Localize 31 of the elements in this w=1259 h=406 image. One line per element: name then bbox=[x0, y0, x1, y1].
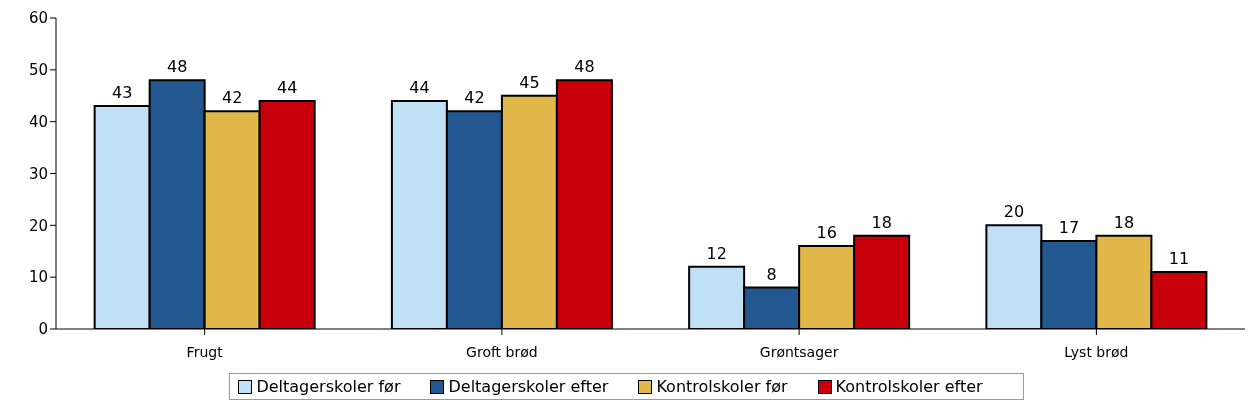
data-label: 44 bbox=[409, 77, 430, 97]
x-tick-label: Grøntsager bbox=[759, 343, 839, 360]
data-label: 42 bbox=[221, 88, 243, 108]
data-label: 48 bbox=[574, 57, 595, 77]
legend-label: Deltagerskoler før bbox=[255, 377, 401, 396]
y-tick-label: 20 bbox=[28, 216, 48, 235]
data-label: 8 bbox=[766, 264, 777, 284]
y-tick-label: 10 bbox=[28, 268, 48, 287]
y-tick-label: 40 bbox=[28, 112, 48, 131]
data-label: 17 bbox=[1058, 217, 1080, 237]
data-label: 42 bbox=[464, 88, 485, 108]
y-tick-label: 30 bbox=[28, 164, 48, 183]
data-label: 16 bbox=[816, 223, 837, 243]
data-label: 18 bbox=[1113, 212, 1135, 232]
data-label: 44 bbox=[276, 77, 298, 97]
data-label: 18 bbox=[871, 212, 892, 232]
data-label: 48 bbox=[166, 57, 188, 77]
y-tick-label: 0 bbox=[38, 320, 48, 339]
data-label: 11 bbox=[1168, 248, 1190, 268]
y-tick-label: 50 bbox=[28, 61, 48, 80]
legend-label: Deltagerskoler efter bbox=[447, 377, 609, 396]
x-tick-label: Groft brød bbox=[466, 343, 538, 360]
legend-label: Kontrolskoler efter bbox=[834, 377, 983, 396]
legend-label: Kontrolskoler før bbox=[655, 377, 788, 396]
data-label: 20 bbox=[1003, 202, 1025, 222]
x-tick-label: Lyst brød bbox=[1064, 343, 1129, 360]
y-tick-label: 60 bbox=[28, 9, 48, 28]
data-label: 43 bbox=[111, 83, 133, 103]
data-label: 45 bbox=[519, 72, 540, 92]
data-label: 12 bbox=[706, 243, 727, 263]
x-tick-label: Frugt bbox=[186, 343, 224, 360]
